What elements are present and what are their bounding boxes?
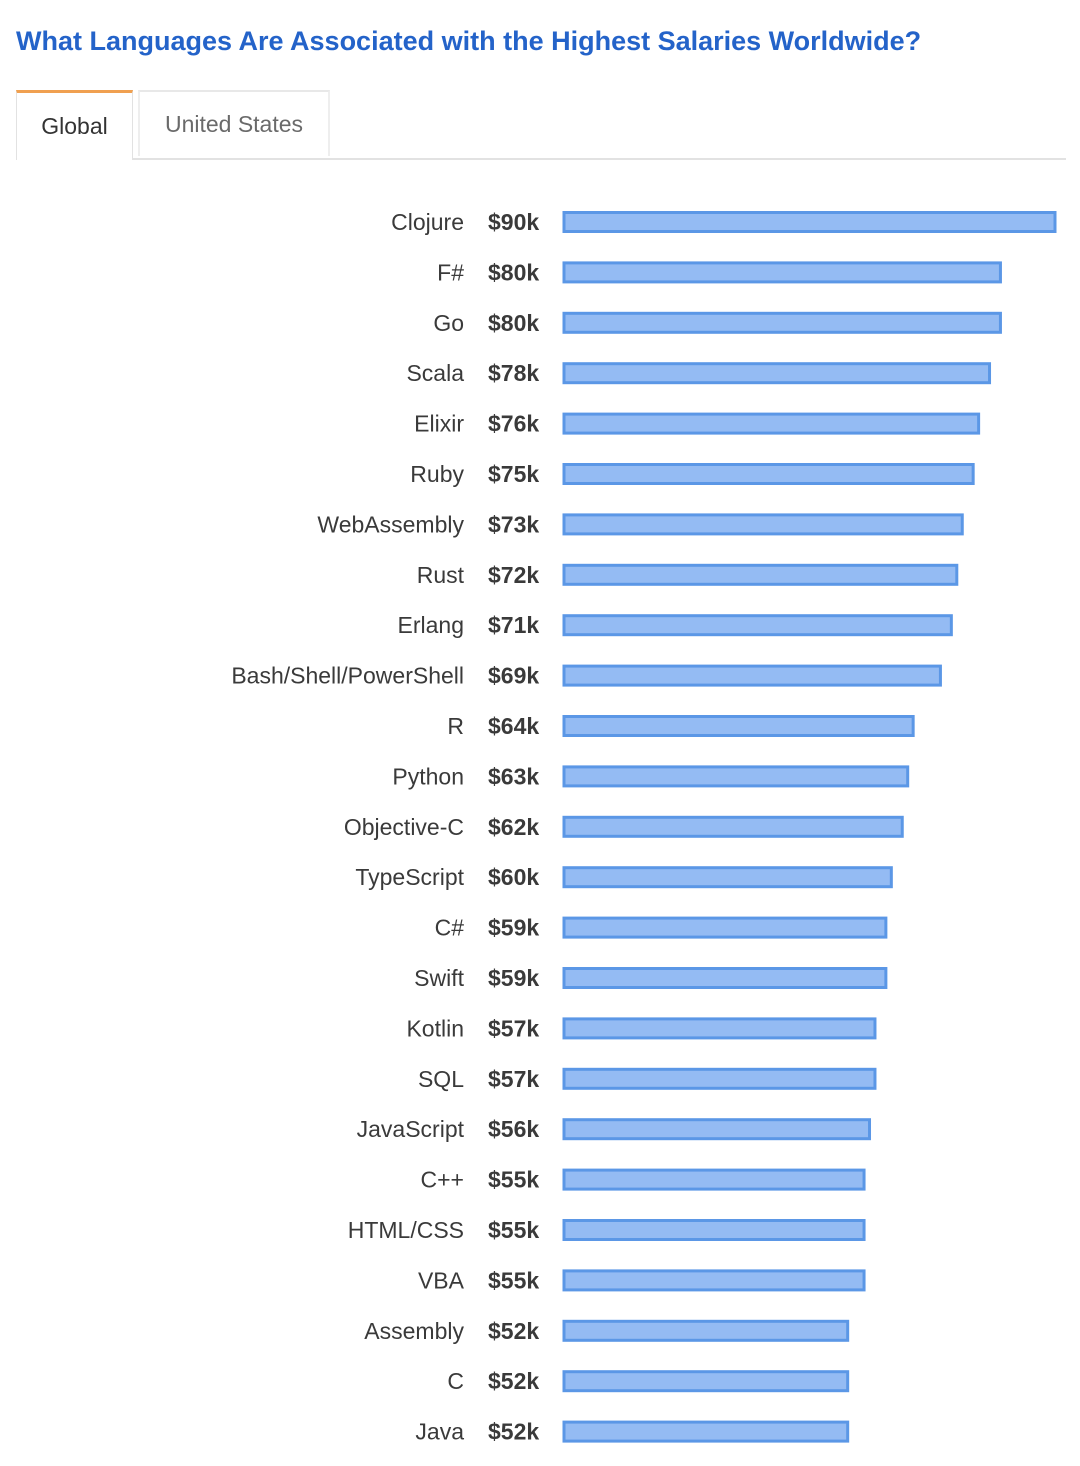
bar [562,412,981,435]
bar [562,311,1002,334]
bar [562,513,964,536]
category-label: TypeScript [355,864,464,890]
bar [562,1370,850,1393]
bar [562,664,942,687]
category-label: SQL [418,1066,464,1092]
value-label: $52k [488,1318,539,1344]
bar [562,362,992,385]
category-label: Erlang [398,612,464,638]
tab-united-states[interactable]: United States [138,90,330,156]
category-label: Bash/Shell/PowerShell [231,663,464,689]
bar [562,1269,866,1292]
bar [562,967,888,989]
bar [562,563,959,586]
value-label: $55k [488,1267,539,1293]
category-label: HTML/CSS [348,1217,464,1243]
bar [562,866,893,889]
value-label: $57k [488,1066,539,1092]
category-label: Swift [414,965,464,991]
bar [562,1219,866,1241]
value-label: $90k [488,209,539,235]
value-label: $62k [488,814,539,840]
tab-global[interactable]: Global [16,90,133,160]
value-label: $57k [488,1015,539,1041]
bar [562,815,904,838]
value-label: $75k [488,461,539,487]
value-label: $73k [488,511,539,537]
value-label: $78k [488,360,539,386]
bar [562,715,915,737]
value-label: $63k [488,763,539,789]
category-label: Ruby [410,461,464,487]
bar [562,1067,877,1090]
bar [562,261,1002,284]
category-label: Python [392,763,464,789]
value-label: $55k [488,1167,539,1193]
value-label: $76k [488,411,539,437]
bar [562,1168,866,1191]
category-label: Assembly [364,1318,464,1344]
value-label: $80k [488,259,539,285]
category-label: Java [415,1419,464,1445]
chart-title: What Languages Are Associated with the H… [16,26,922,56]
value-label: $59k [488,965,539,991]
value-label: $55k [488,1217,539,1243]
bar [562,1319,850,1342]
category-label: WebAssembly [317,511,464,537]
category-label: Go [433,310,464,336]
category-label: JavaScript [357,1116,465,1142]
value-label: $69k [488,663,539,689]
value-label: $52k [488,1368,539,1394]
bar [562,1118,872,1141]
bar [562,211,1057,233]
bar [562,614,953,637]
category-label: F# [437,259,464,285]
value-label: $59k [488,915,539,941]
value-label: $80k [488,310,539,336]
category-label: R [447,713,464,739]
bar [562,463,975,485]
category-label: Clojure [391,209,464,235]
value-label: $60k [488,864,539,890]
bar [562,765,910,788]
category-label: Rust [417,562,465,588]
category-label: Objective-C [344,814,464,840]
value-label: $64k [488,713,539,739]
value-label: $56k [488,1116,539,1142]
bar [562,1420,850,1443]
category-label: C# [435,915,465,941]
bar [562,916,888,939]
category-label: Kotlin [406,1015,464,1041]
value-label: $71k [488,612,539,638]
value-label: $72k [488,562,539,588]
category-label: VBA [418,1267,465,1293]
value-label: $52k [488,1419,539,1445]
salary-bar-chart: Clojure $90k F# $80k Go $80k Scala $78k Elixir $7… [231,209,1057,1445]
bar [562,1017,877,1040]
category-label: Scala [406,360,464,386]
category-label: C++ [421,1167,464,1193]
category-label: Elixir [414,411,464,437]
category-label: C [447,1368,464,1394]
region-tabs: Global United States [16,90,1066,160]
